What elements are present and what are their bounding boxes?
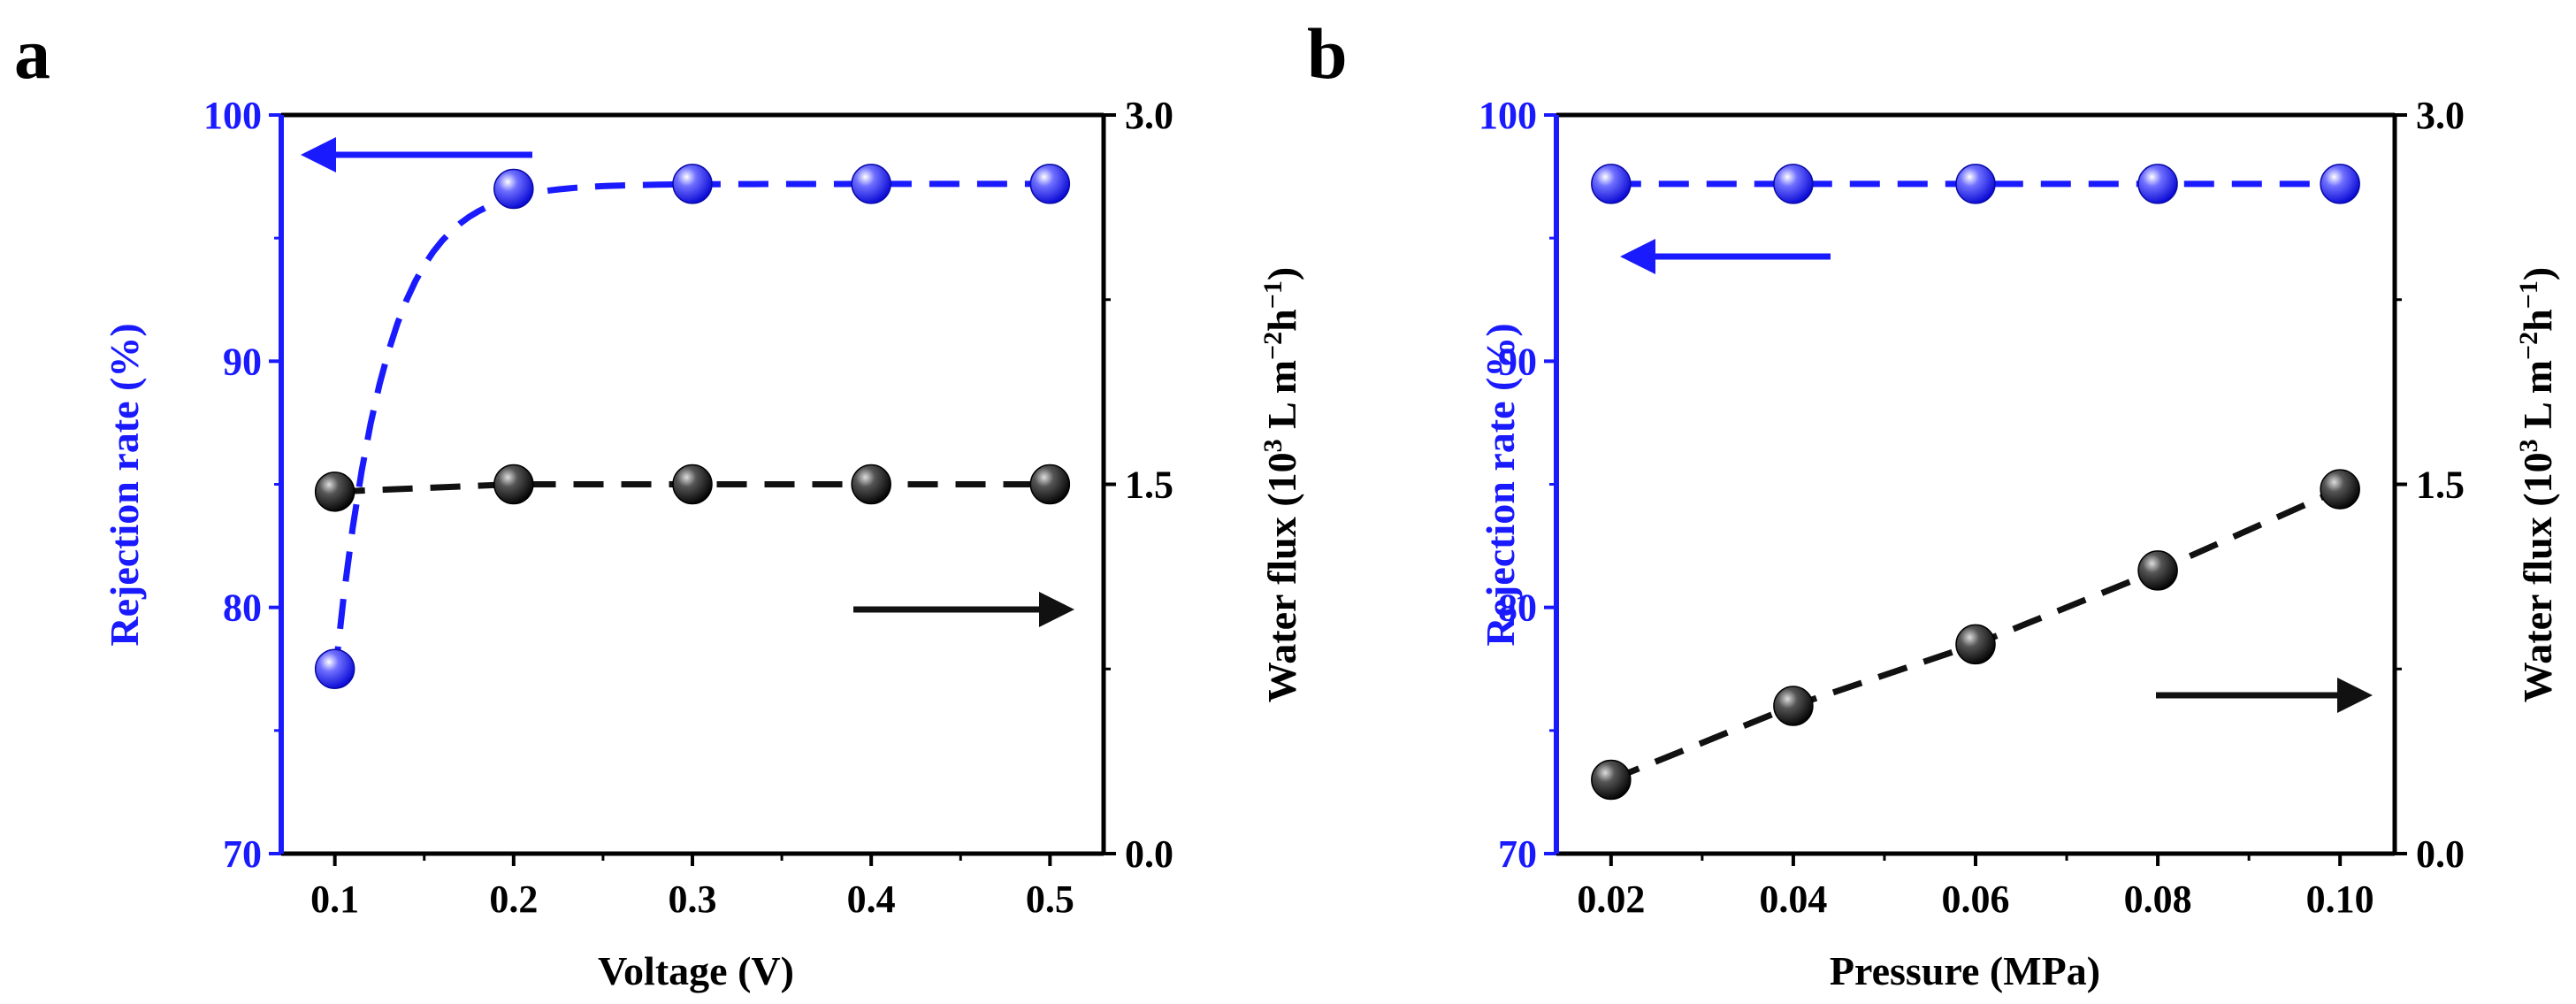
axis-arrow-head: [2337, 678, 2373, 713]
y-right-title-sup: −2: [2514, 332, 2543, 360]
y-axis-right-title: Water flux (103 L m−2h−1): [2514, 267, 2560, 702]
y-right-title-part: h: [1259, 309, 1304, 332]
y-left-tick-label: 80: [1498, 586, 1537, 630]
y-left-tick-label: 70: [1498, 832, 1537, 876]
panel-b: b 0.02 0.04 0.06 0.08 0.10 70 80 90 100 0.0 1.5 3.0…: [1307, 13, 2560, 993]
data-point: [672, 164, 713, 204]
x-tick-label: 0.04: [1759, 878, 1827, 921]
data-point: [2137, 550, 2178, 591]
y-axis-left-title: Rejection rate (%): [102, 323, 147, 646]
y-right-title-part: L m: [2515, 360, 2560, 439]
x-tick-label: 0.06: [1942, 878, 2010, 921]
x-axis-title: Pressure (MPa): [1830, 948, 2100, 993]
y-right-tick-label: 0.0: [1125, 832, 1173, 876]
plot-layer: 0.02 0.04 0.06 0.08 0.10 70 80 90 100 0.0 1.5 3.0: [1479, 94, 2465, 921]
data-point: [851, 164, 891, 204]
axis-arrow-head: [1039, 592, 1074, 627]
x-tick-label: 0.1: [310, 878, 359, 921]
y-right-tick-label: 1.5: [1125, 464, 1173, 507]
y-left-tick-label: 80: [223, 586, 262, 630]
x-tick-label: 0.02: [1577, 878, 1645, 921]
x-tick-label: 0.10: [2306, 878, 2374, 921]
data-point: [1029, 164, 1071, 204]
data-point: [2320, 469, 2360, 510]
data-point: [314, 648, 355, 689]
y-axis-right-title: Water flux (103 L m−2h−1): [1258, 267, 1304, 702]
data-point: [1955, 164, 1996, 204]
y-right-title-part: Water flux (10: [1259, 452, 1304, 702]
y-right-title-part: h: [2515, 309, 2560, 332]
data-point: [1773, 686, 1814, 726]
y-left-tick-label: 70: [223, 832, 262, 876]
y-right-title-sup: −1: [1258, 280, 1288, 309]
data-point: [1773, 164, 1814, 204]
data-point: [851, 464, 891, 505]
data-point: [493, 464, 534, 505]
data-point: [672, 464, 713, 505]
y-left-tick-label: 90: [223, 340, 262, 383]
y-left-tick-label: 100: [1479, 94, 1537, 137]
y-right-tick-label: 1.5: [2416, 464, 2465, 507]
y-right-title-sup: 3: [1258, 439, 1288, 452]
axis-arrow-head: [1620, 239, 1655, 274]
series-fit-line: [332, 180, 1051, 677]
panel-label: a: [14, 13, 50, 94]
x-tick-label: 0.4: [847, 878, 896, 921]
y-right-title-sup: 3: [2514, 439, 2543, 452]
x-tick-label: 0.5: [1026, 878, 1074, 921]
y-axis-left-title: Rejection rate (%): [1478, 323, 1523, 646]
data-point: [1591, 759, 1632, 801]
data-point: [1029, 464, 1071, 505]
y-right-tick-label: 3.0: [2416, 94, 2465, 137]
x-tick-label: 0.08: [2124, 878, 2192, 921]
data-point: [314, 471, 355, 512]
x-tick-label: 0.2: [489, 878, 538, 921]
x-tick-label: 0.3: [669, 878, 717, 921]
data-point: [1955, 624, 1996, 665]
y-right-title-part: ): [1259, 267, 1304, 280]
y-right-title-sup: −1: [2514, 280, 2543, 309]
y-right-tick-label: 3.0: [1125, 94, 1173, 137]
plot-layer: 0.1 0.2 0.3 0.4 0.5 70 80 90 100 0.0 1.5 3.0: [203, 94, 1173, 921]
y-right-title-part: L m: [1259, 360, 1304, 439]
y-right-title-part: Water flux (10: [2515, 452, 2560, 702]
data-point: [2137, 164, 2178, 204]
data-point: [2320, 164, 2360, 204]
y-left-tick-label: 90: [1498, 340, 1537, 383]
y-right-title-part: ): [2515, 267, 2560, 280]
data-point: [493, 168, 534, 210]
panel-a: a 0.1 0.2 0.3 0.4 0.5 70 80 90 100 0.0 1.5 3.0 Volt…: [14, 13, 1304, 993]
y-left-tick-label: 100: [203, 94, 262, 137]
y-right-title-sup: −2: [1258, 332, 1288, 360]
y-right-tick-label: 0.0: [2416, 832, 2465, 876]
panel-label: b: [1307, 13, 1348, 94]
data-point: [1591, 164, 1632, 204]
x-axis-title: Voltage (V): [598, 948, 794, 993]
axis-arrow-head: [301, 137, 336, 172]
